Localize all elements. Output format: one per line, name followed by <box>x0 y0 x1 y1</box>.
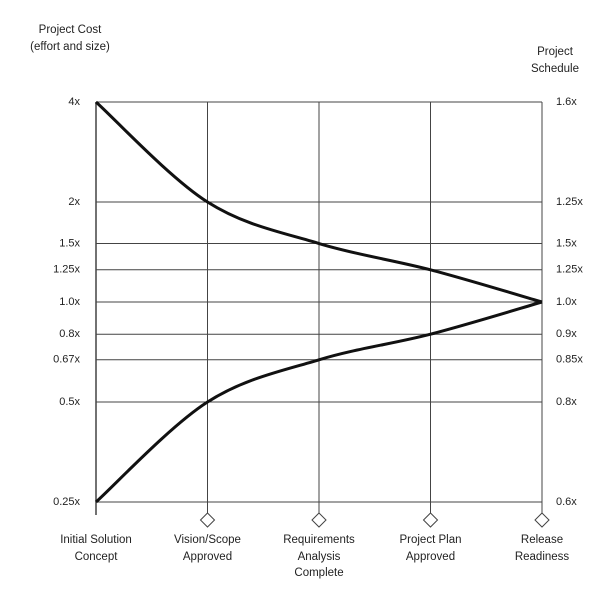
milestone-diamond <box>311 512 327 528</box>
y2-tick-label: 1.0x <box>556 296 577 308</box>
x-tick-label: Vision/Scope Approved <box>174 534 241 563</box>
y-tick-label: 0.8x <box>59 328 80 340</box>
x-tick-label: Initial Solution Concept <box>60 534 132 563</box>
y-tick-label: 4x <box>68 96 80 108</box>
y-tick-label: 1.25x <box>53 264 80 276</box>
y2-tick-label: 1.25x <box>556 264 583 276</box>
cone-curve <box>94 300 543 504</box>
x-tick-label: Requirements Analysis Complete <box>283 534 355 580</box>
x-tick-label: Project Plan Approved <box>399 534 462 563</box>
y2-axis-title: Project Schedule <box>531 46 579 75</box>
y-tick-label: 2x <box>68 196 80 208</box>
y2-tick-label: 0.9x <box>556 328 577 340</box>
y2-tick-label: 0.85x <box>556 354 583 366</box>
milestone-diamond <box>534 512 550 528</box>
y-tick-label: 0.25x <box>53 496 80 508</box>
y2-tick-label: 1.25x <box>556 196 583 208</box>
y2-tick-label: 0.6x <box>556 496 577 508</box>
y-axis-title: Project Cost (effort and size) <box>30 24 110 53</box>
y2-tick-label: 1.6x <box>556 96 577 108</box>
milestone-diamond <box>422 512 439 528</box>
y-tick-label: 1.0x <box>59 296 80 308</box>
y-tick-label: 1.5x <box>59 237 80 249</box>
milestone-diamond <box>199 512 216 528</box>
y2-tick-label: 1.5x <box>556 237 577 249</box>
y-tick-label: 0.67x <box>53 354 80 366</box>
x-tick-label: Release Readiness <box>514 534 570 563</box>
y2-tick-label: 0.8x <box>556 396 577 408</box>
cone-curve <box>94 100 543 304</box>
y-tick-label: 0.5x <box>59 396 80 408</box>
